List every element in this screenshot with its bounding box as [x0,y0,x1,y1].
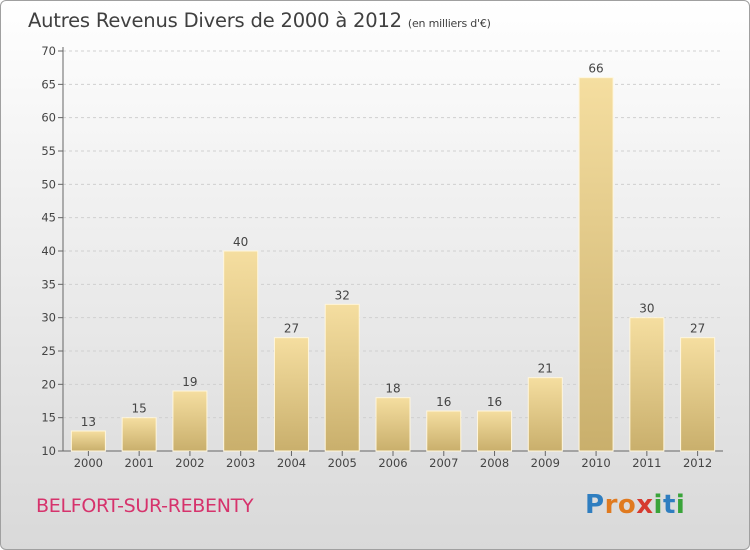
y-tick-label: 70 [41,44,56,58]
bar-value-label: 27 [690,322,705,336]
brand-logo: Proxiti [585,490,685,520]
chart-subtitle: (en milliers d'€) [407,17,491,30]
brand-letter: x [636,490,654,520]
bar [273,337,309,452]
bar [527,377,563,452]
x-tick-label: 2006 [378,456,407,470]
brand-letter: o [617,490,637,520]
brand-letter: t [662,490,676,520]
brand-letter: i [653,490,663,520]
bar [121,417,157,452]
y-tick-label: 20 [41,377,56,391]
x-tick-label: 2012 [683,456,712,470]
bar [680,337,716,452]
brand-letter: i [675,490,686,520]
x-tick-label: 2003 [226,456,255,470]
bar-value-label: 30 [639,302,654,316]
x-tick-label: 2000 [74,456,103,470]
bar [324,303,360,452]
bar [426,410,462,452]
bar [172,390,208,452]
x-tick-label: 2007 [429,456,458,470]
x-tick-label: 2004 [277,456,306,470]
brand-letter: r [604,490,618,520]
bar [477,410,513,452]
y-tick-label: 55 [41,144,56,158]
bar-value-label: 32 [335,288,350,302]
x-tick-label: 2001 [125,456,154,470]
bar-value-label: 27 [284,322,299,336]
x-tick-label: 2008 [480,456,509,470]
y-tick-label: 25 [41,344,56,358]
x-tick-label: 2002 [175,456,204,470]
bar-value-label: 16 [436,395,451,409]
y-tick-label: 45 [41,211,56,225]
chart-title-text: Autres Revenus Divers de 2000 à 2012 [28,9,402,32]
bar-value-label: 15 [132,402,147,416]
bar-value-label: 66 [588,62,603,76]
bar [70,430,106,452]
y-tick-label: 60 [41,111,56,125]
bar-value-label: 13 [81,415,96,429]
y-tick-label: 35 [41,277,56,291]
bar-value-label: 16 [487,395,502,409]
bar [578,77,614,452]
bar-value-label: 40 [233,235,248,249]
y-tick-label: 15 [41,411,56,425]
bar [629,317,665,452]
brand-letter: P [585,490,605,520]
x-tick-label: 2011 [632,456,661,470]
x-tick-label: 2005 [328,456,357,470]
bar-value-label: 18 [385,382,400,396]
place-name: BELFORT-SUR-REBENTY [36,495,254,517]
bar [223,250,259,452]
chart-title: Autres Revenus Divers de 2000 à 2012 (en … [28,9,491,32]
y-tick-label: 40 [41,244,56,258]
x-tick-label: 2009 [531,456,560,470]
y-tick-label: 10 [41,444,56,458]
y-tick-label: 30 [41,311,56,325]
bar [375,397,411,452]
bar-value-label: 21 [538,362,553,376]
y-tick-label: 50 [41,177,56,191]
y-tick-label: 65 [41,77,56,91]
bar-value-label: 19 [182,375,197,389]
x-tick-label: 2010 [581,456,610,470]
